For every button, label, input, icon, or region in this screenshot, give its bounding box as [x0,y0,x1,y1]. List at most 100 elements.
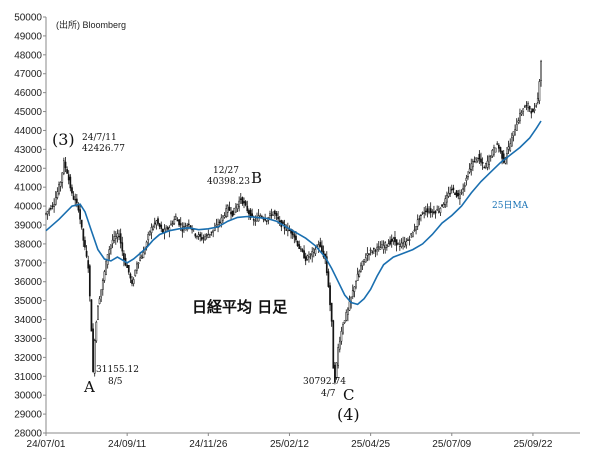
candle-body [142,252,145,259]
candle-body [278,220,281,222]
candle-body [488,156,490,165]
candle-body [131,279,133,284]
candle-body [332,320,335,369]
candle-body [429,208,432,213]
candle-body [528,106,531,110]
candle-body [483,166,486,169]
candle-body [196,235,198,238]
candle-body [113,236,116,241]
y-tick-label: 42000 [14,164,42,175]
candle-body [423,212,426,214]
candle-body [407,239,409,241]
candle-body [274,210,276,215]
candle-body [512,131,515,137]
candle-body [183,225,185,228]
candle-body [420,214,422,216]
candle-body [312,248,315,253]
candle-body [210,231,213,233]
candle-body [394,237,396,243]
y-tick-label: 36000 [14,277,42,288]
candle-body [439,208,442,213]
x-tick-label: 24/09/11 [108,439,147,450]
y-tick-label: 28000 [14,429,42,440]
candle-body [462,187,464,190]
x-tick-label: 24/07/01 [27,439,66,450]
candle-body [238,200,241,208]
candle-body [390,239,393,242]
candle-body [79,209,81,220]
candle-body [194,233,197,237]
candle-body [465,177,468,181]
candle-body [295,235,297,241]
x-tick-label: 25/02/12 [270,439,309,450]
candle-body [410,233,413,236]
candle-body [197,234,200,237]
y-tick-label: 48000 [14,50,42,61]
candle-body [343,320,346,323]
candle-body [88,265,91,297]
candle-body [296,241,299,246]
candle-body [50,207,52,210]
candle-body [476,157,479,162]
candle-body [139,257,141,261]
candle-body [103,271,106,281]
candle-body [468,168,471,173]
candle-body [460,192,463,194]
x-tick-label: 25/07/09 [432,439,471,450]
candle-body [111,239,114,244]
candle-body [510,136,513,147]
y-tick-label: 33000 [14,334,42,345]
candle-body [288,229,291,231]
candle-body [110,244,112,250]
candle-body [514,129,516,136]
candle-body [75,198,78,204]
candle-body [321,245,323,252]
candle-body [525,104,528,107]
y-tick-label: 35000 [14,296,42,307]
annotation-c-label: C [343,386,354,404]
candle-body [454,193,456,195]
candle-body [481,162,484,164]
candle-body [223,215,226,218]
candle-body [150,227,153,233]
candle-body [459,194,461,199]
candle-body [228,206,231,211]
candle-body [413,229,416,232]
candle-body [369,249,372,251]
y-tick-label: 50000 [14,13,42,24]
candle-body [509,143,512,151]
candle-body [467,175,469,178]
candle-body [176,220,179,222]
candle-body [121,242,124,252]
y-tick-label: 30000 [14,391,42,402]
candle-body [405,241,408,246]
candle-body [519,113,521,122]
candle-body [298,244,301,250]
candle-body [158,223,161,227]
candle-body [235,206,237,213]
candle-body [299,248,302,250]
y-tick-label: 49000 [14,31,42,42]
candle-body [145,241,148,247]
candle-body [395,239,398,246]
candle-body [72,195,75,200]
candle-body [497,144,500,149]
candle-body [499,147,502,152]
candle-body [116,233,119,238]
candle-body [74,199,77,201]
candle-body [376,246,378,250]
candle-body [233,207,236,216]
candle-body [157,218,159,224]
candle-body [382,245,385,250]
candle-body [442,203,445,208]
candle-body [189,225,192,228]
candle-body [363,259,365,262]
y-tick-label: 29000 [14,410,42,421]
candle-body [51,205,54,207]
y-tick-label: 37000 [14,258,42,269]
candle-body [225,208,228,217]
candle-body [517,120,520,123]
candle-body [329,285,331,306]
candle-body [147,233,150,241]
